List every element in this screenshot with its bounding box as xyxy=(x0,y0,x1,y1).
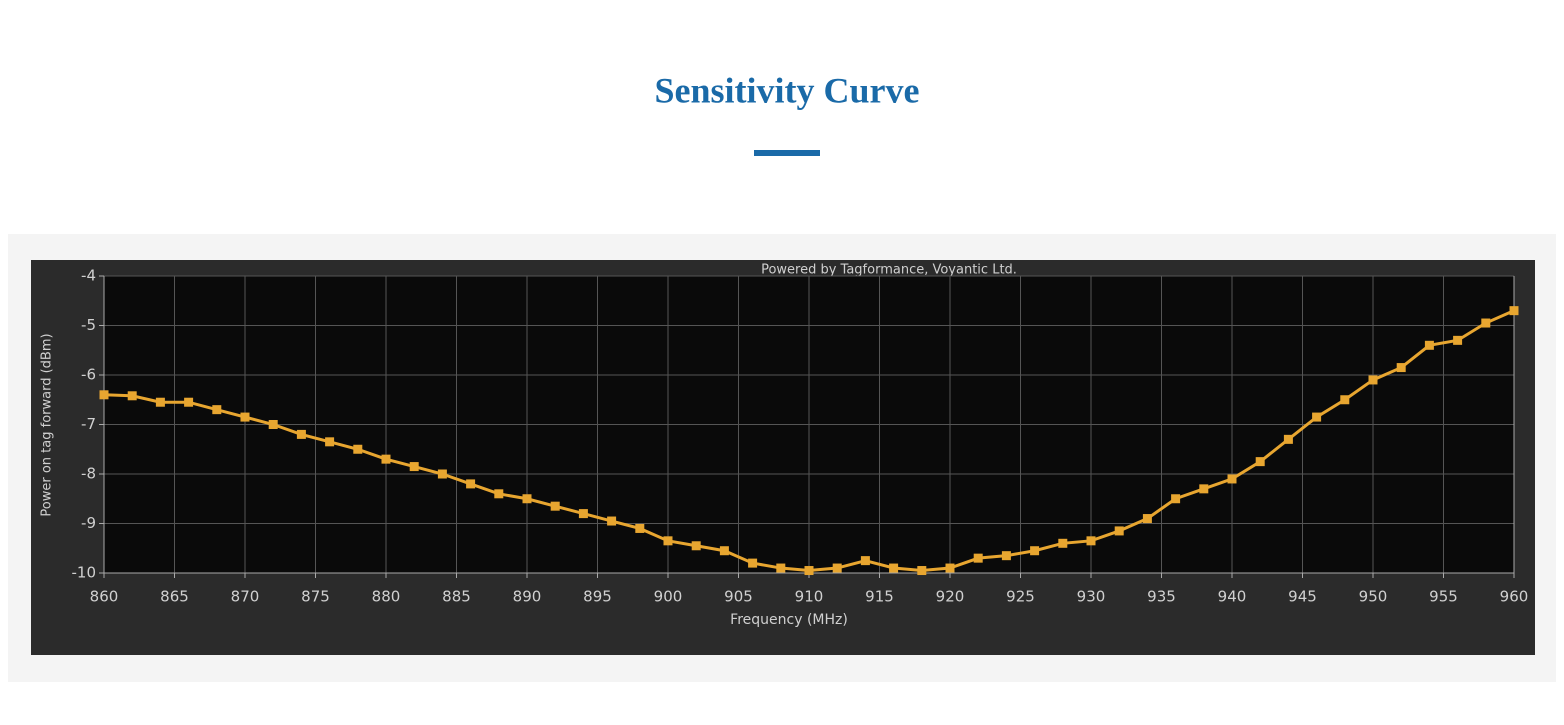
data-point xyxy=(296,429,306,439)
data-point xyxy=(691,541,701,551)
x-tick-label: 900 xyxy=(654,588,683,606)
x-tick-label: 885 xyxy=(442,588,471,606)
watermark: Powered by Tagformance, Voyantic Ltd. xyxy=(761,263,1017,278)
data-point xyxy=(353,444,363,454)
data-point xyxy=(99,390,109,400)
x-tick-label: 875 xyxy=(301,588,330,606)
data-point xyxy=(494,489,504,499)
data-point xyxy=(155,397,165,407)
y-tick-label: -6 xyxy=(81,366,96,384)
data-point xyxy=(607,516,617,526)
data-point xyxy=(409,462,419,472)
data-point xyxy=(1481,318,1491,328)
data-point xyxy=(1312,412,1322,422)
data-point xyxy=(1368,375,1378,385)
page-title: Sensitivity Curve xyxy=(655,70,920,110)
x-tick-label: 935 xyxy=(1147,588,1176,606)
y-axis-label: Power on tag forward (dBm) xyxy=(40,333,55,516)
data-point xyxy=(1340,395,1350,405)
data-point xyxy=(1086,536,1096,546)
data-point xyxy=(889,563,899,573)
data-point xyxy=(466,479,476,489)
data-point xyxy=(1171,494,1181,504)
x-tick-label: 955 xyxy=(1429,588,1458,606)
data-point xyxy=(578,509,588,519)
x-tick-label: 945 xyxy=(1288,588,1317,606)
title-underline xyxy=(754,150,820,156)
y-tick-label: -4 xyxy=(81,267,96,285)
data-point xyxy=(748,558,758,568)
data-point xyxy=(860,556,870,566)
data-point xyxy=(635,523,645,533)
data-point xyxy=(945,563,955,573)
data-point xyxy=(663,536,673,546)
x-tick-label: 920 xyxy=(936,588,965,606)
x-axis-label: Frequency (MHz) xyxy=(730,612,848,628)
data-point xyxy=(550,501,560,511)
y-tick-label: -7 xyxy=(81,415,96,433)
x-tick-label: 860 xyxy=(90,588,119,606)
data-point xyxy=(1509,306,1519,316)
x-tick-label: 925 xyxy=(1006,588,1035,606)
x-tick-label: 930 xyxy=(1077,588,1106,606)
x-tick-label: 865 xyxy=(160,588,189,606)
x-tick-label: 950 xyxy=(1359,588,1388,606)
data-point xyxy=(522,494,532,504)
x-tick-label: 880 xyxy=(372,588,401,606)
data-point xyxy=(127,391,137,401)
data-point xyxy=(240,412,250,422)
data-point xyxy=(268,420,278,429)
x-tick-label: 895 xyxy=(583,588,612,606)
data-point xyxy=(973,553,983,563)
x-tick-label: 870 xyxy=(231,588,260,606)
data-point xyxy=(1255,457,1265,467)
data-point xyxy=(1058,538,1068,548)
x-tick-label: 915 xyxy=(865,588,894,606)
data-point xyxy=(1199,484,1209,494)
data-point xyxy=(1001,551,1011,561)
y-tick-label: -5 xyxy=(81,316,96,334)
data-point xyxy=(1453,335,1463,345)
data-point xyxy=(212,405,222,415)
y-tick-label: -9 xyxy=(81,514,96,532)
data-point xyxy=(804,566,814,576)
data-point xyxy=(832,563,842,573)
y-tick-label: -10 xyxy=(72,564,97,582)
x-tick-label: 910 xyxy=(795,588,824,606)
data-point xyxy=(1142,514,1152,524)
data-point xyxy=(325,437,335,447)
data-point xyxy=(719,546,729,556)
data-point xyxy=(381,454,391,464)
data-point xyxy=(1283,434,1293,444)
data-point xyxy=(1114,526,1124,536)
x-tick-label: 905 xyxy=(724,588,753,606)
x-tick-label: 960 xyxy=(1500,588,1529,606)
x-tick-label: 890 xyxy=(513,588,542,606)
data-point xyxy=(776,563,786,573)
y-tick-label: -8 xyxy=(81,465,96,483)
x-tick-label: 940 xyxy=(1218,588,1247,606)
data-point xyxy=(1396,363,1406,373)
data-point xyxy=(1227,474,1237,484)
data-point xyxy=(1424,340,1434,350)
data-point xyxy=(184,397,194,407)
data-point xyxy=(437,469,447,479)
data-point xyxy=(1030,546,1040,556)
data-point xyxy=(917,566,927,576)
